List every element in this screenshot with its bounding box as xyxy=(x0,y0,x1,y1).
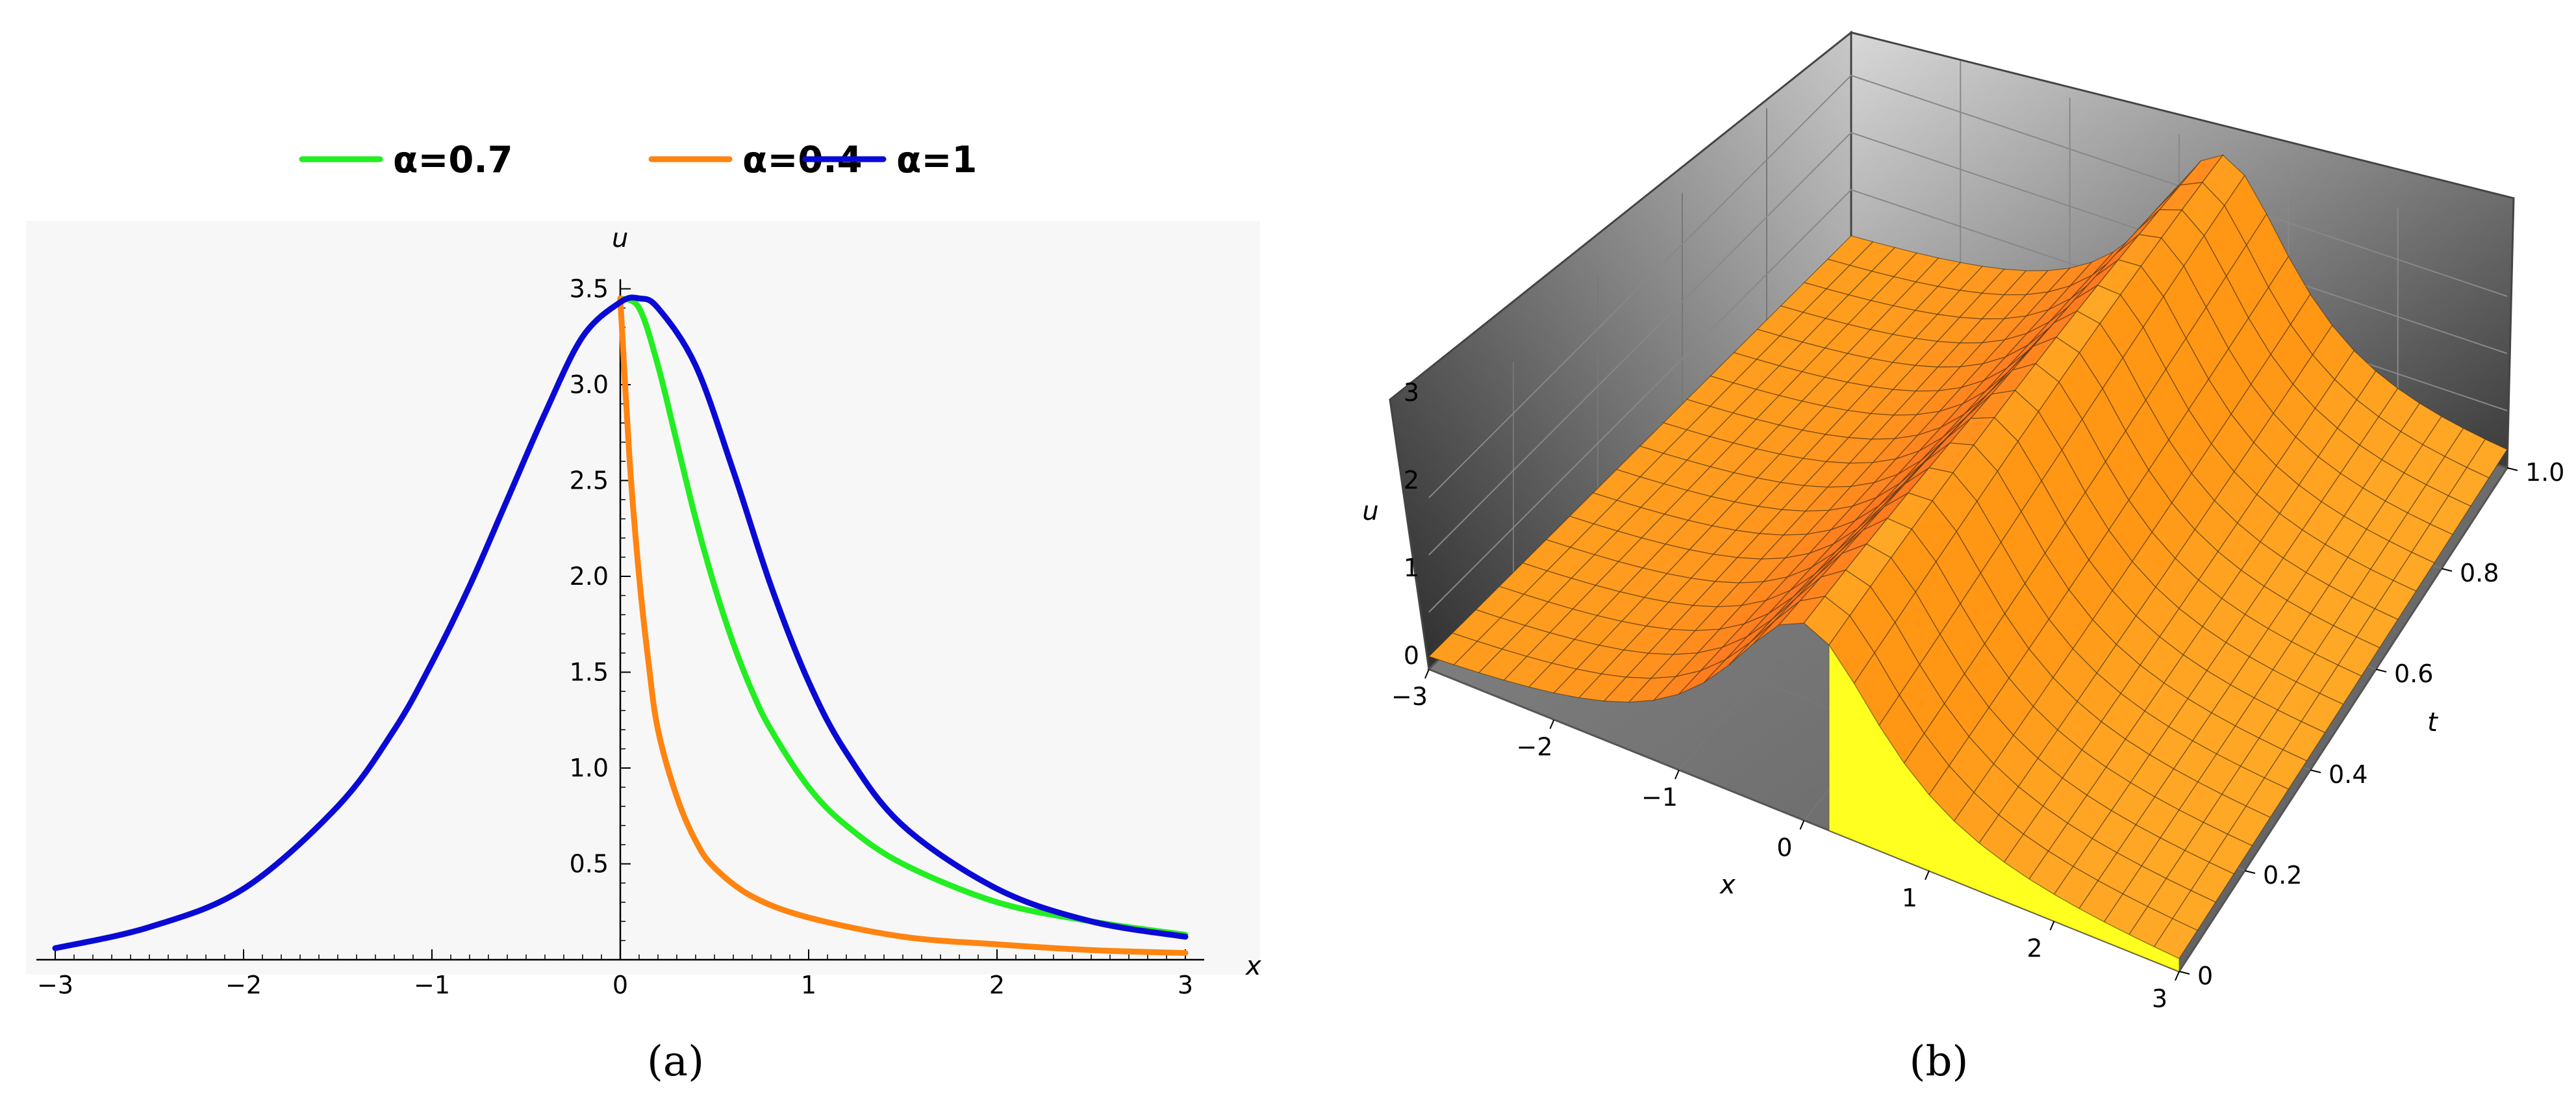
x-tick-label: 0 xyxy=(612,971,628,999)
u-tick-label: 1 xyxy=(1404,554,1419,582)
surface-mesh xyxy=(1428,154,2508,973)
caption-a: (a) xyxy=(647,1038,704,1086)
t-axis-label: t xyxy=(2427,708,2438,737)
t-tick xyxy=(2507,467,2518,471)
x-tick xyxy=(2175,971,2180,981)
t-tick-label: 0.6 xyxy=(2394,660,2433,688)
u-tick-label: 3 xyxy=(1404,378,1419,407)
series-lines xyxy=(52,294,1189,956)
y-tick-label: 2.5 xyxy=(570,467,609,495)
u-tick-label: 0 xyxy=(1404,641,1419,670)
x-tick-label: −1 xyxy=(414,971,450,999)
x-tick-label: 3 xyxy=(2152,984,2167,1013)
x-tick xyxy=(1925,870,1930,880)
t-tick-label: 0 xyxy=(2197,962,2213,990)
u-tick-label: 2 xyxy=(1404,466,1419,494)
x-tick xyxy=(1674,769,1680,780)
series-line-1 xyxy=(617,295,1189,956)
x-tick-label: −2 xyxy=(1516,733,1552,762)
series-line-2 xyxy=(52,294,1189,951)
legend: α=0.7 α=0.4 α=1 xyxy=(299,139,977,181)
t-tick-label: 1.0 xyxy=(2525,458,2564,487)
x-tick-label: −2 xyxy=(225,971,262,999)
x-axis-label: x xyxy=(1719,870,1736,900)
t-tick-label: 0.8 xyxy=(2460,559,2499,587)
y-tick-label: 1.0 xyxy=(570,754,609,782)
t-tick xyxy=(2375,669,2387,673)
x-tick-label: 0 xyxy=(1776,834,1792,862)
y-tick-label: 3.0 xyxy=(570,370,609,399)
x-tick-label: 2 xyxy=(989,971,1005,999)
x-tick-label: −3 xyxy=(37,971,73,999)
x-tick-label: 1 xyxy=(1902,884,1917,912)
legend-label-0: α=0.7 xyxy=(393,139,513,181)
t-tick-label: 0.2 xyxy=(2263,861,2302,890)
t-tick xyxy=(2310,769,2321,773)
x-tick-label: 3 xyxy=(1178,971,1193,999)
x-tick-label: 1 xyxy=(801,971,816,999)
x-tick-label: −1 xyxy=(1641,783,1678,812)
x-tick xyxy=(2049,921,2055,930)
x-axis-label: x xyxy=(1244,951,1261,981)
t-tick xyxy=(2441,568,2453,572)
y-tick-label: 0.5 xyxy=(570,850,609,878)
x-tick xyxy=(1549,719,1555,729)
y-tick-label: 3.5 xyxy=(570,275,609,303)
u-axis-label: u xyxy=(1362,496,1378,526)
legend-label-2: α=1 xyxy=(896,139,977,181)
x-tick xyxy=(1424,669,1430,679)
x-tick-label: −3 xyxy=(1391,682,1428,711)
y-tick-label: 2.0 xyxy=(570,562,609,591)
panel-b-surface-plot: −3 −2 −1 0 1 2 3 0 0.2 0.4 0.6 0.8 1.0 0 1 2 3 x t u (b) xyxy=(1319,26,2564,1086)
panel-a-line-chart: α=0.7 α=0.4 α=1 −3 −2 −1 0 1 2 3 0.5 1.0 1.5 2.0 2.5 3… xyxy=(26,139,1261,1086)
t-tick xyxy=(2244,870,2256,874)
y-tick-label: 1.5 xyxy=(570,658,609,687)
t-tick-label: 0.4 xyxy=(2329,760,2368,789)
surface-underside xyxy=(1828,643,2180,973)
series-line-0 xyxy=(617,295,1189,938)
caption-b: (b) xyxy=(1910,1038,1969,1086)
axes-b: −3 −2 −1 0 1 2 3 0 0.2 0.4 0.6 0.8 1.0 0 1 2 3 x t u xyxy=(1362,378,2564,1013)
x-tick xyxy=(1799,820,1805,830)
x-tick-label: 2 xyxy=(2027,934,2042,963)
t-tick xyxy=(2178,971,2190,975)
y-axis-label: u xyxy=(612,224,628,253)
wall-height-gridline xyxy=(1428,74,2508,498)
axes-a: −3 −2 −1 0 1 2 3 0.5 1.0 1.5 2.0 2.5 3.0 3.5 x u xyxy=(36,224,1261,999)
